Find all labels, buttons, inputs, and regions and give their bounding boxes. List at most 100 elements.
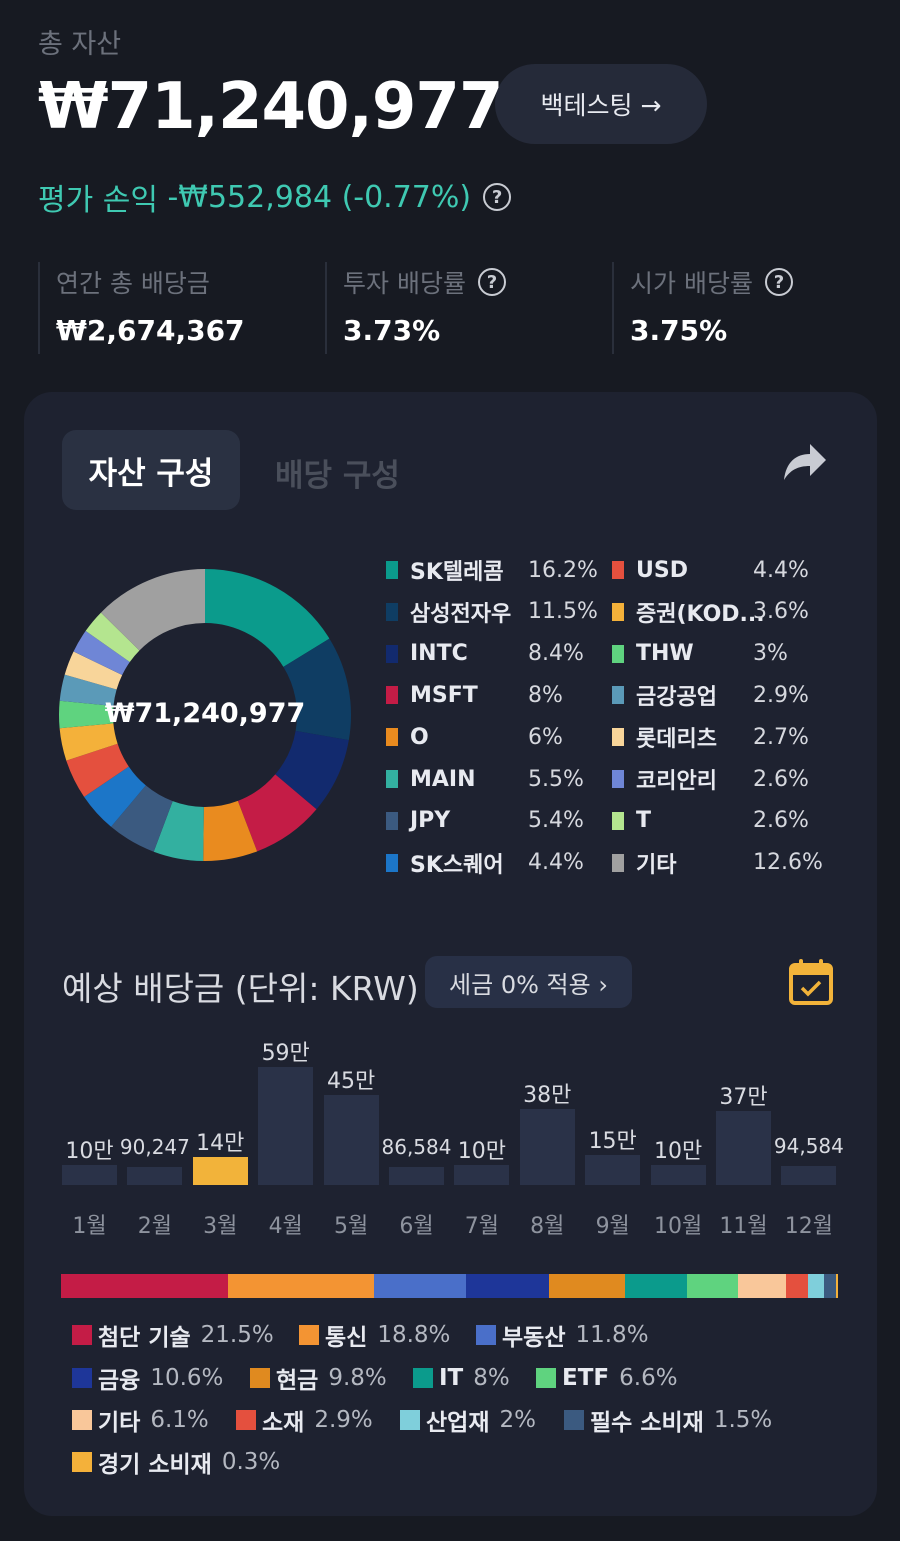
sector-swatch: [72, 1368, 92, 1388]
sector-percent: 2.9%: [314, 1407, 373, 1433]
sector-segment: [624, 1274, 688, 1298]
sector-name: 금융: [98, 1368, 141, 1394]
sector-legend-item: 금융 10.6%: [72, 1361, 223, 1395]
sector-stacked-bar: [61, 1274, 838, 1298]
sector-swatch: [299, 1325, 319, 1345]
dividend-bar[interactable]: [323, 1095, 379, 1185]
legend-name: SK스퀘어: [410, 852, 504, 878]
calendar-icon[interactable]: [788, 958, 834, 1006]
legend-swatch: [612, 686, 624, 705]
dividend-bar[interactable]: [258, 1067, 314, 1185]
donut-slice: [84, 766, 146, 827]
sector-name: ETF: [562, 1365, 610, 1391]
legend-item: 롯데리츠: [612, 722, 717, 752]
legend-name: 기타: [636, 852, 677, 878]
sector-swatch: [250, 1368, 270, 1388]
dividend-bar[interactable]: [454, 1165, 510, 1185]
legend-name: JPY: [410, 808, 451, 834]
legend-name: 금강공업: [636, 685, 717, 711]
dividend-bar[interactable]: [62, 1165, 117, 1185]
sector-legend-item: 필수 소비재 1.5%: [564, 1403, 772, 1437]
sector-name: 경기 소비재: [98, 1452, 212, 1478]
help-icon[interactable]: ?: [477, 268, 506, 296]
legend-swatch: [386, 602, 398, 621]
legend-item: JPY: [386, 806, 450, 836]
legend-swatch: [612, 602, 624, 621]
bar-value-label: 90,247: [119, 1134, 190, 1159]
sector-percent: 11.8%: [575, 1322, 649, 1348]
dividend-bar[interactable]: [127, 1166, 183, 1185]
legend-item: USD: [612, 555, 688, 585]
dividend-bar[interactable]: [716, 1111, 771, 1185]
donut-center-value: ₩71,240,977: [104, 698, 306, 729]
donut-slice: [100, 569, 205, 651]
dividend-bar[interactable]: [585, 1155, 641, 1185]
sector-legend-item: 소재 2.9%: [236, 1403, 373, 1437]
profit-loss-value: -₩552,984 (-0.77%): [167, 179, 472, 215]
legend-percent: 5.5%: [528, 766, 584, 792]
sector-percent: 10.6%: [150, 1365, 224, 1391]
sector-legend-item: ETF 6.6%: [536, 1361, 678, 1395]
legend-swatch: [386, 686, 398, 705]
legend-percent: 3%: [753, 641, 788, 667]
sector-segment: [228, 1274, 375, 1298]
legend-item: MAIN: [386, 764, 476, 794]
sector-percent: 6.1%: [150, 1407, 209, 1433]
bar-value-label: 10만: [653, 1139, 703, 1164]
legend-swatch: [386, 728, 398, 747]
dividend-bar[interactable]: [389, 1167, 444, 1185]
sector-percent: 0.3%: [221, 1449, 281, 1475]
sector-swatch: [476, 1325, 496, 1345]
month-label: 4월: [268, 1214, 303, 1239]
legend-name: 코리안리: [636, 769, 717, 794]
donut-slice: [153, 801, 204, 861]
bar-value-label: 45만: [326, 1069, 376, 1094]
sector-segment: [738, 1274, 786, 1298]
month-label: 12월: [784, 1214, 833, 1239]
stat-value: 3.73%: [343, 314, 441, 347]
legend-percent: 5.4%: [528, 808, 584, 834]
dividend-title: 예상 배당금 (단위: KRW): [62, 969, 419, 1008]
legend-item: 증권(KOD...: [612, 597, 765, 627]
sector-swatch: [236, 1410, 256, 1430]
legend-item: THW: [612, 639, 694, 669]
legend-percent: 2.9%: [753, 682, 809, 708]
help-icon[interactable]: ?: [483, 183, 512, 211]
tab-asset-composition[interactable]: 자산 구성: [62, 430, 240, 510]
bar-value-label: 59만: [261, 1041, 310, 1066]
donut-slice: [275, 730, 349, 810]
donut-slice: [85, 612, 140, 663]
legend-item: 기타: [612, 848, 676, 878]
sector-name: 통신: [325, 1325, 368, 1351]
dividend-bar[interactable]: [519, 1109, 575, 1185]
sector-name: 필수 소비재: [590, 1410, 704, 1436]
market-yield-stat: 시가 배당률? 3.75%: [612, 262, 882, 354]
dividend-bar[interactable]: [781, 1166, 837, 1185]
dividend-bar[interactable]: [650, 1165, 706, 1185]
legend-percent: 12.6%: [753, 850, 823, 876]
month-label: 1월: [72, 1214, 107, 1239]
legend-item: 금강공업: [612, 680, 717, 710]
month-label: 2월: [137, 1214, 173, 1239]
donut-slice: [66, 743, 129, 797]
sector-percent: 21.5%: [200, 1322, 274, 1348]
bar-value-label: 94,584: [773, 1134, 844, 1159]
sector-percent: 18.8%: [377, 1322, 451, 1348]
sector-percent: 1.5%: [713, 1407, 773, 1433]
donut-slice: [111, 785, 173, 852]
tax-toggle-button[interactable]: 세금 0% 적용 ›: [425, 956, 632, 1008]
sector-segment: [823, 1274, 836, 1298]
legend-name: 증권(KOD...: [636, 601, 765, 627]
sector-segment: [808, 1274, 824, 1298]
sector-segment: [785, 1274, 809, 1298]
profit-loss-line: 평가 손익 -₩552,984 (-0.77%) ?: [38, 175, 512, 219]
legend-item: T: [612, 806, 651, 836]
tab-dividend-composition[interactable]: 배당 구성: [275, 458, 400, 494]
month-label: 10월: [653, 1214, 703, 1239]
bar-value-label: 14만: [196, 1131, 245, 1156]
help-icon[interactable]: ?: [764, 268, 793, 296]
backtest-button[interactable]: 백테스팅 →: [495, 64, 707, 144]
donut-slice: [283, 638, 351, 741]
dividend-bar[interactable]: [192, 1157, 248, 1185]
share-icon[interactable]: [780, 440, 828, 482]
